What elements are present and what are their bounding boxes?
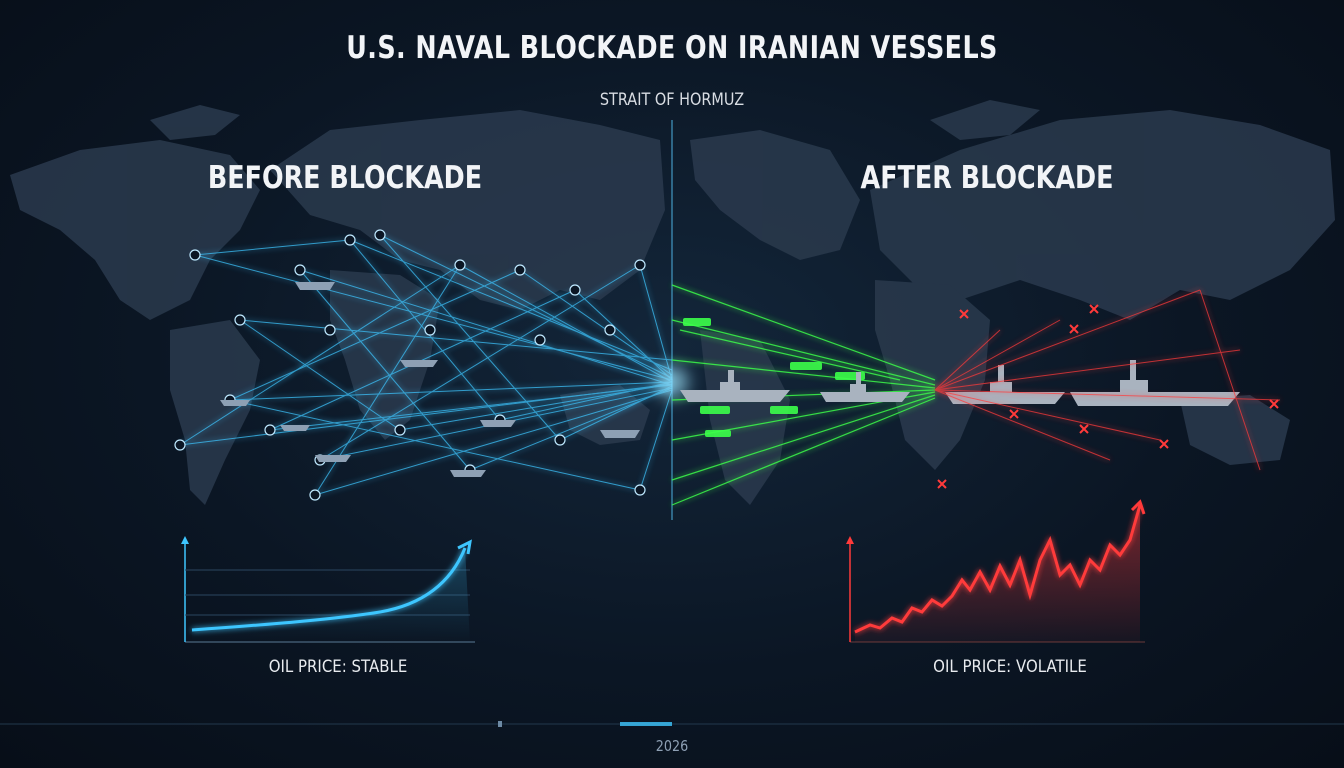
timeline <box>0 721 1344 727</box>
after-chart-arrowhead <box>1130 499 1146 515</box>
before-chart-axis-arrow <box>181 536 189 544</box>
warship-silhouettes <box>680 360 1240 406</box>
before-panel-title: BEFORE BLOCKADE <box>207 160 483 196</box>
before-chart-line <box>191 547 467 632</box>
before-chart-area <box>192 548 470 642</box>
before-vessel-nodes <box>174 229 646 501</box>
transition-vessels <box>683 318 865 437</box>
after-chart-line <box>854 504 1142 634</box>
before-ship-icons <box>220 282 640 477</box>
before-oil-price-chart <box>181 536 475 643</box>
before-chart-arrowhead <box>457 539 472 555</box>
timeline-tick <box>498 721 502 727</box>
blocked-route-markers <box>937 304 1279 489</box>
before-oil-price-caption: OIL PRICE: STABLE <box>268 657 408 677</box>
after-route-network <box>934 289 1281 471</box>
page-title: U.S. NAVAL BLOCKADE ON IRANIAN VESSELS <box>346 30 998 66</box>
after-oil-price-chart <box>846 499 1146 643</box>
after-oil-price-caption: OIL PRICE: VOLATILE <box>933 657 1087 677</box>
timeline-year: 2026 <box>655 737 689 755</box>
timeline-marker <box>620 722 672 726</box>
after-chart-axis-arrow <box>846 536 854 544</box>
left-continents <box>10 105 665 505</box>
page-subtitle: STRAIT OF HORMUZ <box>599 90 745 110</box>
after-panel-title: AFTER BLOCKADE <box>860 160 1114 196</box>
